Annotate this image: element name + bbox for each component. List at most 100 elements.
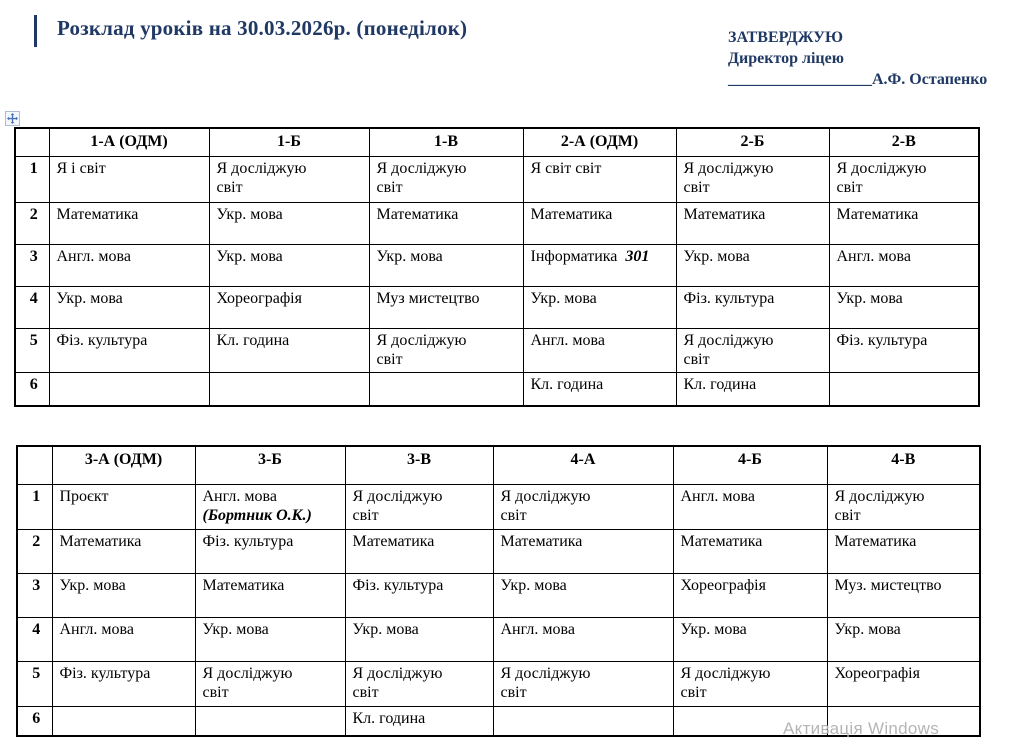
table-row: 4 Англ. мова Укр. мова Укр. мова Англ. м… bbox=[16, 616, 981, 662]
schedule-cell: Я досліджую світ bbox=[826, 483, 981, 530]
schedule-cell: Хореографія bbox=[672, 572, 828, 618]
schedule-cell: Англ. мова bbox=[492, 616, 674, 662]
corner-cell bbox=[16, 445, 53, 485]
schedule-cell: Укр. мова bbox=[208, 243, 370, 287]
class-header-4v: 4-В bbox=[826, 445, 981, 485]
schedule-cell: Англ. мова bbox=[672, 483, 828, 530]
schedule-cell: Кл. година bbox=[522, 371, 677, 407]
table-row: 3 Укр. мова Математика Фіз. культура Укр… bbox=[16, 572, 981, 618]
schedule-cell: Проєкт bbox=[51, 483, 196, 530]
class-header-2a: 2-А (ОДМ) bbox=[522, 127, 677, 157]
schedule-cell: Математика bbox=[48, 201, 210, 245]
schedule-cell: Муз. мистецтво bbox=[826, 572, 981, 618]
schedule-cell bbox=[828, 371, 980, 407]
lesson-number: 6 bbox=[16, 705, 53, 737]
schedule-cell: Я і світ bbox=[48, 155, 210, 203]
schedule-cell: Хореографія bbox=[208, 285, 370, 329]
class-header-2b: 2-Б bbox=[675, 127, 830, 157]
schedule-cell: Кл. година bbox=[208, 327, 370, 373]
teacher-name: (Бортник О.К.) bbox=[202, 507, 312, 525]
room-number: 301 bbox=[625, 247, 650, 265]
schedule-cell: Укр. мова bbox=[492, 572, 674, 618]
schedule-cell: Я досліджую світ bbox=[492, 660, 674, 707]
schedule-cell: Укр. мова bbox=[208, 201, 370, 245]
schedule-cell: Муз мистецтво bbox=[368, 285, 524, 329]
schedule-cell: Математика bbox=[675, 201, 830, 245]
class-header-3v: 3-В bbox=[344, 445, 494, 485]
lesson-number: 5 bbox=[14, 327, 50, 373]
schedule-cell: Фіз. культура bbox=[828, 327, 980, 373]
schedule-cell: Англ. мова bbox=[48, 243, 210, 287]
table-row: 6 Кл. година Кл. година bbox=[14, 371, 980, 407]
schedule-cell bbox=[672, 705, 828, 737]
header-row: 3-А (ОДМ) 3-Б 3-В 4-А 4-Б 4-В bbox=[16, 445, 981, 485]
schedule-cell: Англ. мова bbox=[828, 243, 980, 287]
table-row: 6 Кл. година bbox=[16, 705, 981, 737]
schedule-cell: Фіз. культура bbox=[675, 285, 830, 329]
schedule-cell: Математика bbox=[826, 528, 981, 574]
schedule-cell-informatics: Інформатика 301 bbox=[522, 243, 677, 287]
approval-block: ЗАТВЕРДЖУЮ Директор ліцею ______________… bbox=[728, 27, 987, 90]
schedule-cell: Кл. година bbox=[675, 371, 830, 407]
lesson-number: 4 bbox=[14, 285, 50, 329]
schedule-cell: Укр. мова bbox=[344, 616, 494, 662]
schedule-cell: Укр. мова bbox=[522, 285, 677, 329]
schedule-cell: Фіз. культура bbox=[194, 528, 346, 574]
schedule-cell: Я досліджую світ bbox=[675, 327, 830, 373]
director-name: А.Ф. Остапенко bbox=[872, 71, 988, 88]
title-margin-bar bbox=[34, 15, 37, 47]
table-row: 1 Я і світ Я досліджую світ Я досліджую … bbox=[14, 155, 980, 203]
schedule-cell: Математика bbox=[194, 572, 346, 618]
table-row: 2 Математика Фіз. культура Математика Ма… bbox=[16, 528, 981, 574]
class-header-4a: 4-А bbox=[492, 445, 674, 485]
schedule-cell: Фіз. культура bbox=[51, 660, 196, 707]
schedule-cell: Укр. мова bbox=[675, 243, 830, 287]
class-header-2v: 2-В bbox=[828, 127, 980, 157]
schedule-cell: Фіз. культура bbox=[344, 572, 494, 618]
schedule-cell: Я досліджую світ bbox=[368, 155, 524, 203]
class-header-3a: 3-А (ОДМ) bbox=[51, 445, 196, 485]
schedule-cell bbox=[51, 705, 196, 737]
schedule-cell bbox=[368, 371, 524, 407]
schedule-cell: Математика bbox=[51, 528, 196, 574]
schedule-cell: Математика bbox=[672, 528, 828, 574]
schedule-cell: Укр. мова bbox=[368, 243, 524, 287]
lesson-number: 4 bbox=[16, 616, 53, 662]
schedule-cell: Укр. мова bbox=[672, 616, 828, 662]
table-row: 5 Фіз. культура Я досліджую світ Я дослі… bbox=[16, 660, 981, 707]
lesson-number: 1 bbox=[16, 483, 53, 530]
schedule-cell: Я досліджую світ bbox=[492, 483, 674, 530]
schedule-cell: Укр. мова bbox=[194, 616, 346, 662]
schedule-cell: Я досліджую світ bbox=[344, 660, 494, 707]
page-title: Розклад уроків на 30.03.2026р. (понеділо… bbox=[57, 16, 468, 40]
lesson-number: 6 bbox=[14, 371, 50, 407]
approval-line3: __________________А.Ф. Остапенко bbox=[728, 69, 987, 90]
schedule-cell: Я світ світ bbox=[522, 155, 677, 203]
schedule-cell: Хореографія bbox=[826, 660, 981, 707]
subject-label: Англ. мова bbox=[202, 487, 277, 505]
table-move-handle-icon[interactable] bbox=[5, 111, 20, 126]
table-row: 1 Проєкт Англ. мова (Бортник О.К.) Я досл… bbox=[16, 483, 981, 530]
schedule-cell bbox=[194, 705, 346, 737]
lesson-number: 2 bbox=[14, 201, 50, 245]
schedule-cell: Фіз. культура bbox=[48, 327, 210, 373]
schedule-cell: Укр. мова bbox=[51, 572, 196, 618]
schedule-table-grades-1-2: 1-А (ОДМ) 1-Б 1-В 2-А (ОДМ) 2-Б 2-В 1 Я … bbox=[14, 127, 980, 407]
schedule-cell-english-teacher: Англ. мова (Бортник О.К.) bbox=[194, 483, 346, 530]
schedule-cell: Кл. година bbox=[344, 705, 494, 737]
subject-label: Інформатика bbox=[530, 247, 618, 265]
class-header-4b: 4-Б bbox=[672, 445, 828, 485]
table-row: 2 Математика Укр. мова Математика Матема… bbox=[14, 201, 980, 245]
schedule-cell: Я досліджую світ bbox=[672, 660, 828, 707]
schedule-cell: Я досліджую світ bbox=[344, 483, 494, 530]
lesson-number: 1 bbox=[14, 155, 50, 203]
schedule-cell bbox=[826, 705, 981, 737]
lesson-number: 5 bbox=[16, 660, 53, 707]
schedule-cell: Я досліджую світ bbox=[208, 155, 370, 203]
schedule-cell: Математика bbox=[492, 528, 674, 574]
schedule-cell: Я досліджую світ bbox=[675, 155, 830, 203]
corner-cell bbox=[14, 127, 50, 157]
approval-line1: ЗАТВЕРДЖУЮ bbox=[728, 29, 844, 46]
schedule-cell: Англ. мова bbox=[51, 616, 196, 662]
schedule-cell: Математика bbox=[828, 201, 980, 245]
